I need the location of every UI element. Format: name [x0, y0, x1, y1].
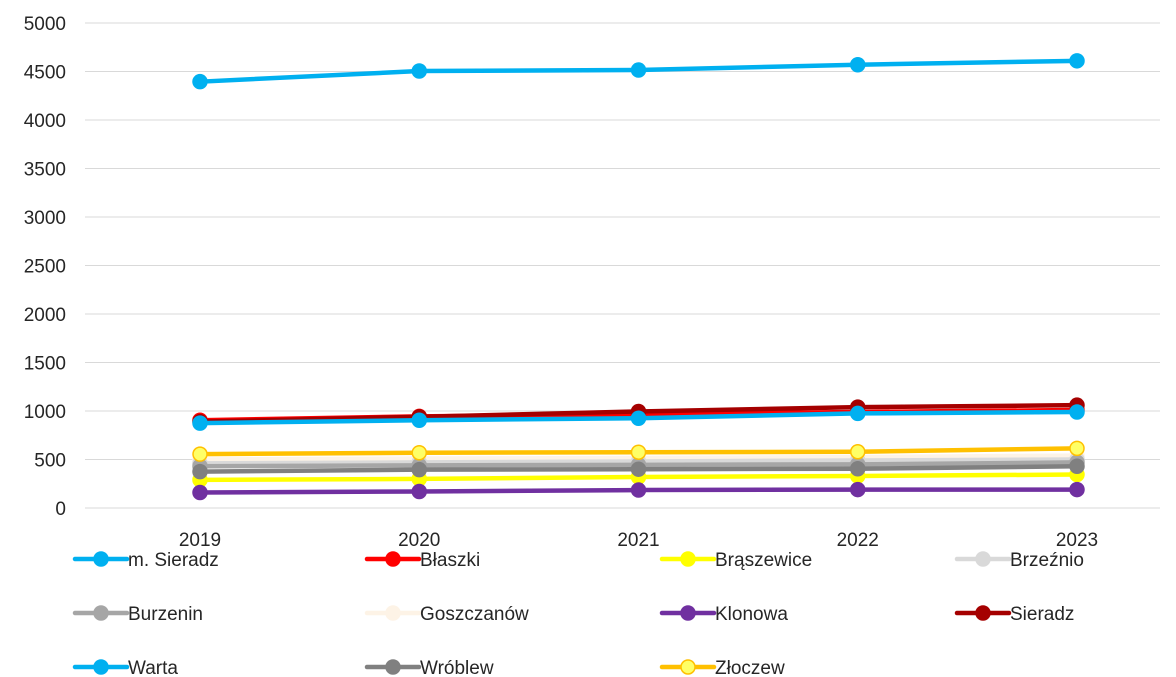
legend-marker — [680, 659, 696, 675]
series-group — [192, 53, 1085, 501]
data-point — [411, 444, 427, 461]
legend-label: Wróblew — [420, 658, 494, 677]
data-point — [1069, 440, 1085, 457]
data-point — [192, 463, 208, 480]
series-8 — [192, 404, 1085, 431]
x-tick-label: 2022 — [837, 530, 879, 551]
legend-label: Złoczew — [715, 658, 785, 677]
data-point — [1069, 53, 1085, 69]
legend-label: m. Sieradz — [128, 550, 219, 571]
legend-label: Klonowa — [715, 604, 788, 625]
legend-marker — [975, 605, 991, 621]
data-point — [850, 481, 866, 498]
legend-label: Brzeźnio — [1010, 550, 1084, 571]
legend-marker — [385, 551, 401, 567]
x-tick-label: 2021 — [617, 530, 659, 551]
series-9 — [192, 458, 1085, 480]
legend-item: Klonowa — [659, 604, 788, 625]
legend-label: Brąszewice — [715, 550, 812, 571]
legend-item: Burzenin — [72, 604, 203, 625]
legend-marker — [93, 551, 109, 567]
y-tick-label: 4500 — [24, 63, 66, 84]
legend-item: m. Sieradz — [72, 550, 219, 571]
data-point — [192, 484, 208, 501]
legend-marker — [93, 659, 109, 675]
legend-item: Wróblew — [364, 658, 494, 677]
legend-marker — [385, 659, 401, 675]
legend: m. Sieradz Błaszki Brąszewice Brzeźnio Burze… — [72, 550, 1084, 677]
series-10 — [192, 440, 1085, 462]
data-point — [411, 483, 427, 500]
data-point — [630, 410, 647, 427]
legend-item: Goszczanów — [364, 604, 529, 625]
data-point — [850, 443, 866, 460]
legend-marker — [680, 605, 696, 621]
data-point — [630, 444, 647, 460]
data-point — [1069, 458, 1085, 475]
data-point — [1069, 404, 1085, 420]
data-point — [850, 460, 866, 477]
data-point — [850, 56, 866, 73]
data-point — [411, 461, 427, 478]
legend-label: Warta — [128, 658, 178, 677]
y-tick-label: 2000 — [24, 305, 66, 326]
grid-lines — [85, 22, 1160, 509]
x-tick-label: 2023 — [1056, 530, 1098, 551]
data-point — [850, 405, 866, 422]
legend-marker — [975, 551, 991, 567]
data-point — [1069, 481, 1085, 498]
data-point — [630, 62, 647, 78]
x-tick-label: 2020 — [398, 530, 440, 551]
legend-label: Burzenin — [128, 604, 203, 625]
legend-item: Brzeźnio — [954, 550, 1084, 571]
y-tick-label: 2500 — [24, 257, 66, 278]
legend-item: Złoczew — [659, 658, 785, 677]
y-tick-label: 0 — [55, 499, 66, 520]
y-tick-label: 3500 — [24, 160, 66, 181]
legend-label: Błaszki — [420, 550, 480, 571]
data-point — [192, 73, 208, 90]
data-point — [411, 63, 427, 79]
data-point — [192, 446, 208, 462]
legend-item: Sieradz — [954, 604, 1074, 625]
legend-item: Błaszki — [364, 550, 480, 571]
data-point — [630, 482, 647, 498]
y-tick-label: 500 — [34, 451, 66, 472]
y-tick-label: 3000 — [24, 208, 66, 229]
legend-label: Goszczanów — [420, 604, 529, 625]
legend-label: Sieradz — [1010, 604, 1074, 625]
y-tick-label: 4000 — [24, 111, 66, 132]
legend-marker — [385, 605, 401, 621]
x-tick-label: 2019 — [179, 530, 221, 551]
legend-item: Warta — [72, 658, 178, 677]
data-point — [411, 412, 427, 428]
legend-marker — [93, 605, 109, 621]
y-tick-label: 1500 — [24, 354, 66, 375]
legend-marker — [680, 551, 696, 567]
series-6 — [192, 481, 1085, 501]
x-axis-ticks: 2019 2020 2021 2022 2023 — [179, 530, 1098, 551]
legend-item: Brąszewice — [659, 550, 812, 571]
y-tick-label: 1000 — [24, 402, 66, 423]
data-point — [630, 461, 647, 477]
y-tick-label: 5000 — [24, 14, 66, 35]
data-point — [192, 415, 208, 431]
series-0 — [192, 53, 1085, 90]
y-axis-ticks: 0 500 1000 1500 2000 2500 3000 3500 4000 4500 5000 — [24, 14, 66, 520]
